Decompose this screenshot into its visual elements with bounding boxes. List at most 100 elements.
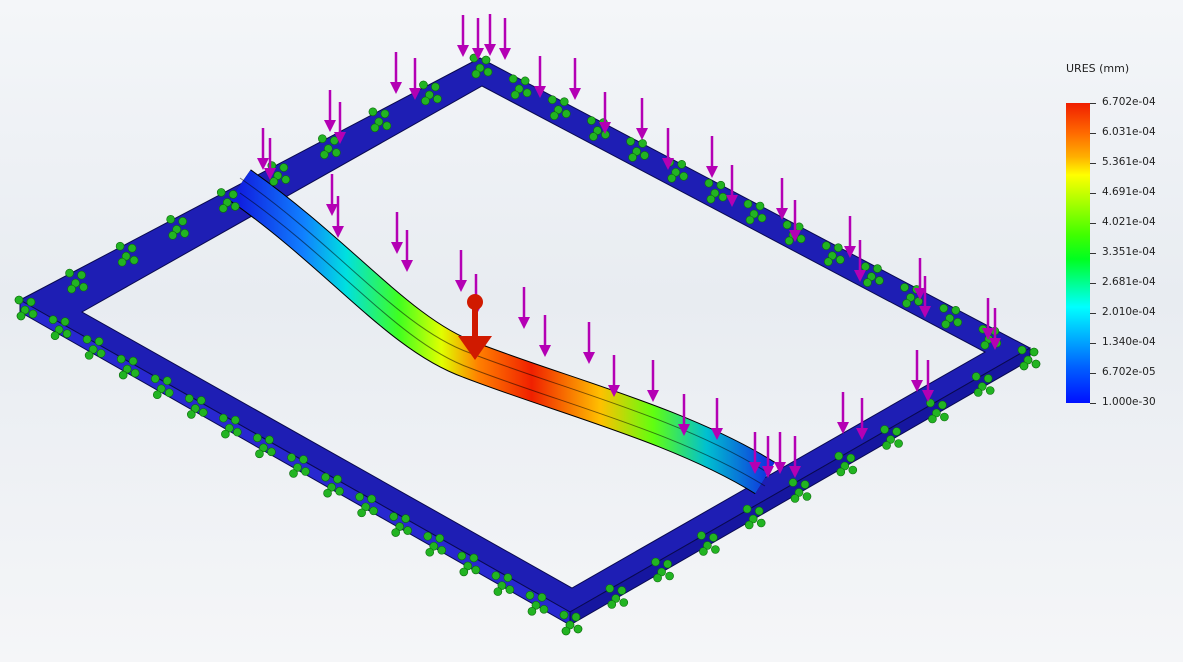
load-arrow-icon (711, 398, 723, 440)
load-arrow-icon (324, 90, 336, 132)
fixture-icon (115, 241, 139, 267)
load-arrow-icon (257, 128, 269, 170)
load-arrow-icon (706, 136, 718, 178)
fixture-icon (651, 557, 674, 583)
fixture-icon (82, 335, 106, 360)
fixture-icon (697, 531, 720, 556)
fixture-icon (547, 95, 571, 121)
load-arrow-icon (919, 276, 931, 318)
fixture-icon (389, 512, 412, 537)
load-arrow-icon (401, 230, 413, 272)
load-arrows (257, 14, 1001, 478)
fixture-icon (287, 453, 310, 478)
fixture-icon (185, 394, 208, 419)
legend-tick-label: 4.691e-04 (1102, 186, 1156, 198)
fixture-icon (65, 268, 88, 294)
legend-tick-label: 1.000e-30 (1102, 396, 1156, 408)
fixture-icon (788, 478, 812, 503)
legend-tick (1090, 103, 1096, 104)
load-arrow-icon (472, 18, 484, 60)
load-arrow-icon (409, 58, 421, 100)
fixture-icon (321, 472, 344, 498)
load-arrow-icon (608, 355, 620, 397)
load-arrow-icon (854, 240, 866, 282)
load-arrow-icon (457, 15, 469, 57)
load-arrow-icon (856, 398, 868, 440)
legend-tick-label: 3.351e-04 (1102, 246, 1156, 258)
legend-tick (1090, 313, 1096, 314)
load-arrow-icon (914, 258, 926, 300)
load-arrow-icon (922, 360, 934, 402)
legend-tick (1090, 133, 1096, 134)
legend-tick-label: 6.702e-05 (1102, 366, 1156, 378)
load-arrow-icon (391, 212, 403, 254)
fixture-icon (216, 188, 240, 213)
legend-tick (1090, 373, 1096, 374)
fixture-icon (821, 241, 845, 267)
load-arrow-icon (776, 178, 788, 220)
load-arrow-icon (583, 322, 595, 364)
load-arrow-icon (334, 102, 346, 144)
results-legend: URES (mm) 6.702e-04 6.031e-04 5.361e-04 4.6… (1062, 60, 1177, 410)
load-arrow-icon (844, 216, 856, 258)
fixture-icon (861, 262, 884, 287)
load-arrow-icon (662, 128, 674, 170)
frame (18, 57, 1032, 626)
legend-tick-label: 5.361e-04 (1102, 156, 1156, 168)
legend-tick (1090, 343, 1096, 344)
legend-title: URES (mm) (1066, 62, 1130, 75)
load-arrow-icon (539, 315, 551, 357)
fixture-icon (508, 74, 532, 100)
fixture-icon (48, 315, 72, 340)
fixture-icon (926, 398, 949, 424)
legend-tick (1090, 253, 1096, 254)
load-arrow-icon (789, 436, 801, 478)
load-arrow-icon (989, 308, 1001, 350)
legend-tick (1090, 223, 1096, 224)
load-arrow-icon (678, 394, 690, 436)
load-arrow-icon (774, 432, 786, 474)
fixture-icon (219, 413, 242, 439)
load-arrow-icon (837, 392, 849, 434)
load-arrow-icon (911, 350, 923, 392)
load-arrow-icon (484, 14, 496, 56)
fixture-icon (559, 610, 583, 636)
legend-tick (1090, 193, 1096, 194)
fixture-icon (939, 303, 963, 329)
fixture-icon (605, 584, 629, 609)
fixture-icon (742, 504, 766, 530)
fixture-icon (971, 372, 995, 397)
load-arrow-icon (636, 98, 648, 140)
fixture-icon (704, 178, 728, 204)
legend-tick-label: 6.702e-04 (1102, 96, 1156, 108)
fixture-icon (626, 137, 649, 162)
fixed-geometry-markers (14, 53, 1041, 636)
legend-tick (1090, 163, 1096, 164)
load-arrow-icon (499, 18, 511, 60)
legend-tick-label: 6.031e-04 (1102, 126, 1156, 138)
fixture-icon (457, 551, 481, 577)
fixture-icon (525, 591, 549, 616)
fixture-icon (253, 433, 276, 459)
deformed-beam (229, 169, 776, 495)
load-arrow-icon (332, 196, 344, 238)
load-arrow-icon (749, 432, 761, 474)
load-arrow-icon (326, 174, 338, 216)
load-arrow-icon (762, 436, 774, 478)
load-arrow-icon (569, 58, 581, 100)
legend-tick-label: 2.681e-04 (1102, 276, 1156, 288)
fixture-icon (116, 354, 140, 380)
legend-tick (1090, 403, 1096, 404)
fixture-icon (14, 295, 38, 321)
fixture-icon (368, 107, 392, 133)
fixture-icon (834, 451, 858, 477)
load-arrow-icon (982, 298, 994, 340)
load-arrow-icon (599, 92, 611, 134)
probe-marker[interactable] (458, 294, 492, 360)
legend-tick-label: 1.340e-04 (1102, 336, 1156, 348)
legend-tick-label: 2.010e-04 (1102, 306, 1156, 318)
load-arrow-icon (390, 52, 402, 94)
legend-tick (1090, 283, 1096, 284)
fixture-icon (1017, 345, 1041, 371)
